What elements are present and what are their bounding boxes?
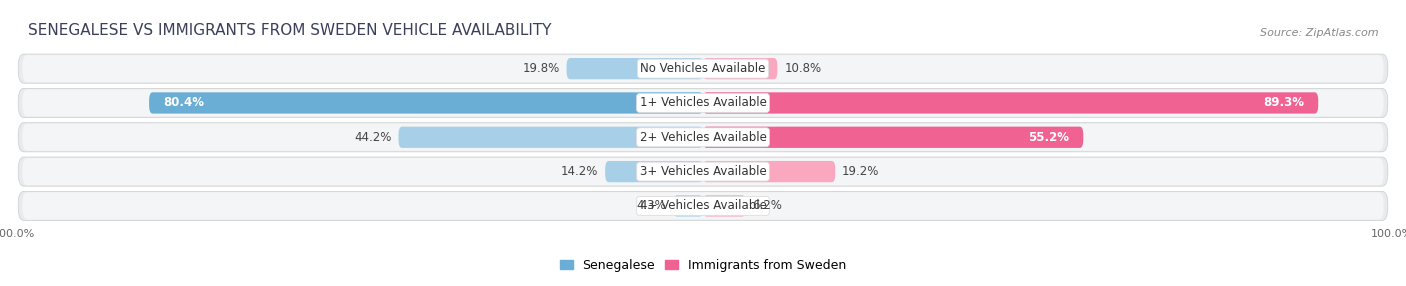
Text: 89.3%: 89.3% bbox=[1264, 96, 1305, 110]
FancyBboxPatch shape bbox=[22, 192, 1384, 219]
FancyBboxPatch shape bbox=[703, 127, 1083, 148]
FancyBboxPatch shape bbox=[22, 90, 1384, 116]
FancyBboxPatch shape bbox=[18, 191, 1388, 221]
FancyBboxPatch shape bbox=[398, 127, 703, 148]
Text: 2+ Vehicles Available: 2+ Vehicles Available bbox=[640, 131, 766, 144]
FancyBboxPatch shape bbox=[703, 161, 835, 182]
Text: 80.4%: 80.4% bbox=[163, 96, 204, 110]
FancyBboxPatch shape bbox=[605, 161, 703, 182]
FancyBboxPatch shape bbox=[18, 157, 1388, 186]
Text: 55.2%: 55.2% bbox=[1029, 131, 1070, 144]
Text: 44.2%: 44.2% bbox=[354, 131, 392, 144]
FancyBboxPatch shape bbox=[703, 195, 745, 217]
Text: 14.2%: 14.2% bbox=[561, 165, 599, 178]
Text: 1+ Vehicles Available: 1+ Vehicles Available bbox=[640, 96, 766, 110]
Text: 6.2%: 6.2% bbox=[752, 199, 783, 212]
FancyBboxPatch shape bbox=[18, 54, 1388, 83]
Text: No Vehicles Available: No Vehicles Available bbox=[640, 62, 766, 75]
FancyBboxPatch shape bbox=[22, 124, 1384, 151]
Text: 4+ Vehicles Available: 4+ Vehicles Available bbox=[640, 199, 766, 212]
FancyBboxPatch shape bbox=[149, 92, 703, 114]
Text: 4.3%: 4.3% bbox=[637, 199, 666, 212]
Text: SENEGALESE VS IMMIGRANTS FROM SWEDEN VEHICLE AVAILABILITY: SENEGALESE VS IMMIGRANTS FROM SWEDEN VEH… bbox=[28, 23, 551, 38]
FancyBboxPatch shape bbox=[18, 88, 1388, 118]
Text: 19.8%: 19.8% bbox=[523, 62, 560, 75]
FancyBboxPatch shape bbox=[673, 195, 703, 217]
FancyBboxPatch shape bbox=[22, 158, 1384, 185]
FancyBboxPatch shape bbox=[567, 58, 703, 79]
Text: Source: ZipAtlas.com: Source: ZipAtlas.com bbox=[1260, 28, 1378, 38]
Legend: Senegalese, Immigrants from Sweden: Senegalese, Immigrants from Sweden bbox=[555, 254, 851, 277]
FancyBboxPatch shape bbox=[18, 123, 1388, 152]
Text: 10.8%: 10.8% bbox=[785, 62, 821, 75]
Text: 3+ Vehicles Available: 3+ Vehicles Available bbox=[640, 165, 766, 178]
FancyBboxPatch shape bbox=[22, 55, 1384, 82]
Text: 19.2%: 19.2% bbox=[842, 165, 880, 178]
FancyBboxPatch shape bbox=[703, 58, 778, 79]
FancyBboxPatch shape bbox=[703, 92, 1319, 114]
